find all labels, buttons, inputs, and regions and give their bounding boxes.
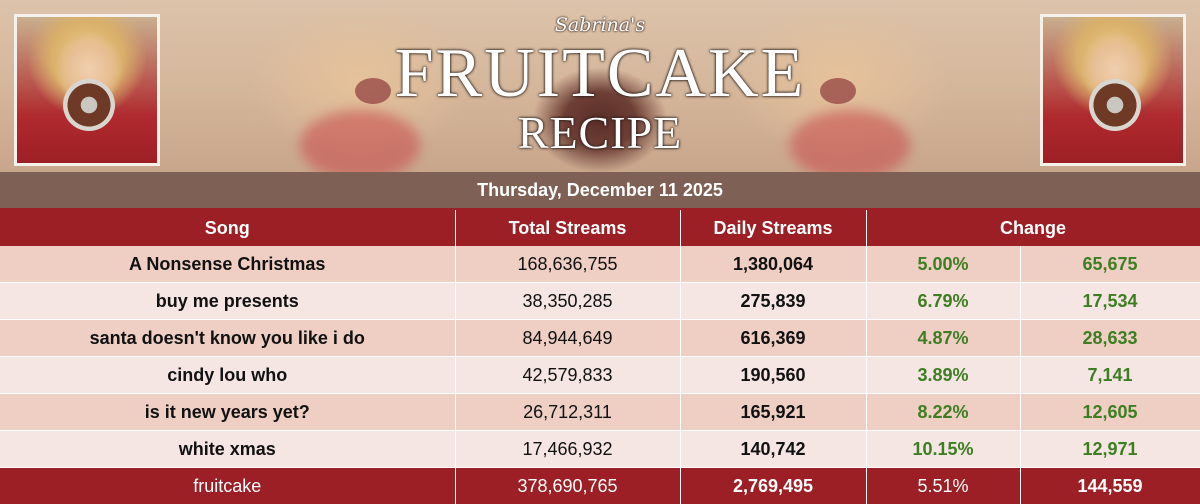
change-value-cell: 28,633 bbox=[1020, 320, 1200, 357]
change-percent-cell: 5.00% bbox=[866, 246, 1020, 283]
banner-sub-title: RECIPE bbox=[0, 108, 1200, 158]
song-cell: A Nonsense Christmas bbox=[0, 246, 455, 283]
song-cell: cindy lou who bbox=[0, 357, 455, 394]
change-percent-cell: 6.79% bbox=[866, 283, 1020, 320]
song-cell: is it new years yet? bbox=[0, 394, 455, 431]
daily-streams-cell: 140,742 bbox=[680, 431, 866, 468]
song-cell: buy me presents bbox=[0, 283, 455, 320]
total-streams-cell: 84,944,649 bbox=[455, 320, 680, 357]
total-change-percent-cell: 5.51% bbox=[866, 468, 1020, 504]
header-daily-streams: Daily Streams bbox=[680, 210, 866, 246]
total-daily-cell: 2,769,495 bbox=[680, 468, 866, 504]
total-song-cell: fruitcake bbox=[0, 468, 455, 504]
banner-main-title: FRUITCAKE bbox=[0, 38, 1200, 110]
total-streams-cell: 168,636,755 bbox=[455, 246, 680, 283]
banner-script-title: Sabrina's bbox=[0, 14, 1200, 36]
change-value-cell: 17,534 bbox=[1020, 283, 1200, 320]
date-bar: Thursday, December 11 2025 bbox=[0, 172, 1200, 208]
daily-streams-cell: 616,369 bbox=[680, 320, 866, 357]
banner: Sabrina's FRUITCAKE RECIPE bbox=[0, 0, 1200, 172]
change-value-cell: 7,141 bbox=[1020, 357, 1200, 394]
change-value-cell: 12,971 bbox=[1020, 431, 1200, 468]
total-streams-cell: 17,466,932 bbox=[455, 431, 680, 468]
song-cell: santa doesn't know you like i do bbox=[0, 320, 455, 357]
daily-streams-cell: 1,380,064 bbox=[680, 246, 866, 283]
change-percent-cell: 8.22% bbox=[866, 394, 1020, 431]
total-change-value-cell: 144,559 bbox=[1020, 468, 1200, 504]
total-streams-cell: 26,712,311 bbox=[455, 394, 680, 431]
streams-table: Song Total Streams Daily Streams Change … bbox=[0, 210, 1200, 504]
daily-streams-cell: 190,560 bbox=[680, 357, 866, 394]
daily-streams-cell: 165,921 bbox=[680, 394, 866, 431]
daily-streams-cell: 275,839 bbox=[680, 283, 866, 320]
total-streams-cell: 42,579,833 bbox=[455, 357, 680, 394]
change-value-cell: 65,675 bbox=[1020, 246, 1200, 283]
change-percent-cell: 3.89% bbox=[866, 357, 1020, 394]
table-header-row: Song Total Streams Daily Streams Change bbox=[0, 210, 1200, 246]
change-percent-cell: 4.87% bbox=[866, 320, 1020, 357]
change-percent-cell: 10.15% bbox=[866, 431, 1020, 468]
header-song: Song bbox=[0, 210, 455, 246]
total-streams-cell: 378,690,765 bbox=[455, 468, 680, 504]
header-change: Change bbox=[866, 210, 1200, 246]
change-value-cell: 12,605 bbox=[1020, 394, 1200, 431]
header-total-streams: Total Streams bbox=[455, 210, 680, 246]
total-streams-cell: 38,350,285 bbox=[455, 283, 680, 320]
song-cell: white xmas bbox=[0, 431, 455, 468]
